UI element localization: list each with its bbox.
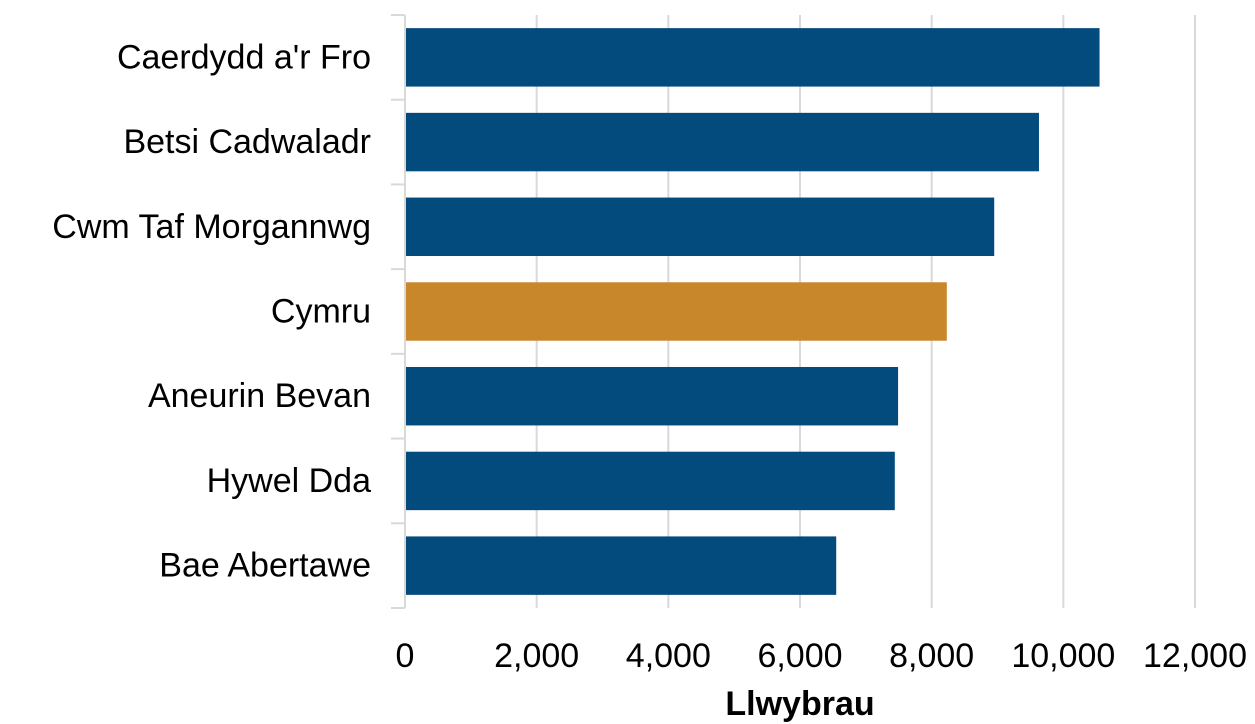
x-tick-label: 12,000	[1143, 637, 1247, 675]
bar-6	[405, 536, 837, 595]
bars	[405, 28, 1100, 595]
x-axis-tick-labels: 0 2,000 4,000 6,000 8,000 10,000 12,000	[396, 637, 1247, 675]
bar-5	[405, 451, 895, 511]
bar-4	[405, 366, 899, 426]
bar-0	[405, 28, 1100, 87]
category-label: Caerdydd a'r Fro	[117, 38, 371, 76]
x-tick-label: 6,000	[757, 637, 842, 675]
x-tick-label: 4,000	[626, 637, 711, 675]
bar-3	[405, 282, 947, 341]
x-tick-label: 0	[396, 637, 415, 675]
category-label: Cymru	[271, 293, 371, 331]
category-label: Cwm Taf Morgannwg	[52, 208, 371, 246]
x-tick-label: 2,000	[494, 637, 579, 675]
x-tick-label: 10,000	[1011, 637, 1115, 675]
category-label: Hywel Dda	[207, 462, 371, 500]
x-tick-label: 8,000	[889, 637, 974, 675]
x-axis-title: Llwybrau	[725, 685, 874, 723]
bar-2	[405, 197, 995, 257]
bar-1	[405, 112, 1039, 172]
category-label: Aneurin Bevan	[148, 377, 371, 415]
y-axis: Caerdydd a'r Fro Betsi Cadwaladr Cwm Taf M…	[52, 14, 406, 609]
category-label: Bae Abertawe	[159, 547, 371, 585]
category-label: Betsi Cadwaladr	[123, 123, 371, 161]
